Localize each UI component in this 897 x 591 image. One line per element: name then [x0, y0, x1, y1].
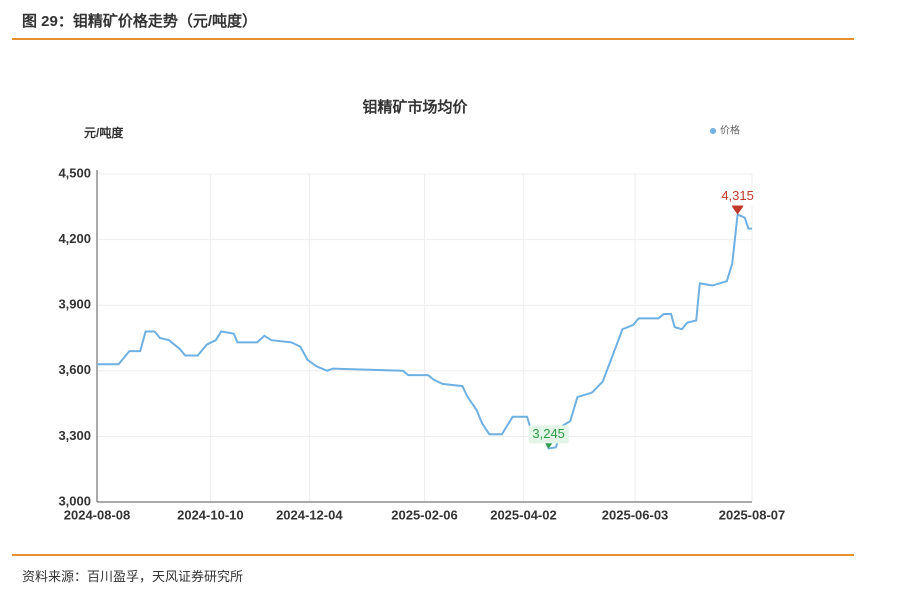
x-tick-label: 2024-12-04: [276, 507, 343, 522]
label-box: [528, 425, 569, 444]
x-tick-label: 2025-06-03: [602, 507, 669, 522]
y-tick-label: 3,900: [58, 297, 91, 312]
chart: 钼精矿市场均价 元/吨度 3,000 3,300 3,600 3,900 4,200 4,…: [58, 98, 786, 522]
chart-title: 钼精矿市场均价: [362, 98, 468, 116]
y-tick-label: 3,300: [58, 428, 91, 443]
legend-swatch: [710, 128, 716, 134]
y-tick-label: 4,500: [58, 165, 91, 180]
y-tick-label: 3,000: [58, 493, 91, 508]
label-box: [717, 187, 758, 206]
x-tick-label: 2024-08-08: [64, 507, 131, 522]
x-tick-label: 2025-04-02: [490, 507, 557, 522]
line: [97, 212, 752, 450]
rule: [12, 38, 854, 40]
y-tick-label: 4,200: [58, 231, 91, 246]
y-axis-label: 元/吨度: [84, 125, 124, 140]
figure-title: 图 29：钼精矿价格走势（元/吨度）: [22, 13, 258, 30]
x-tick-label: 2024-10-10: [177, 507, 244, 522]
data-label: 3,245: [532, 426, 565, 441]
data-label: 4,315: [721, 188, 754, 203]
rule: [12, 554, 854, 556]
legend-label: 价格: [720, 124, 740, 137]
y-tick-label: 3,600: [58, 362, 91, 377]
x-tick-label: 2025-02-06: [391, 507, 458, 522]
x-tick-label: 2025-08-07: [719, 507, 786, 522]
source: 资料来源：百川盈孚，天风证券研究所: [22, 569, 244, 584]
